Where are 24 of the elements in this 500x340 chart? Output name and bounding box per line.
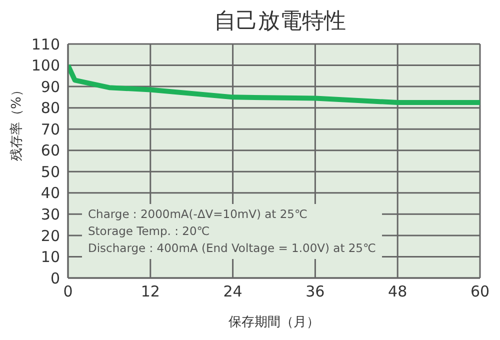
annotation: Charge : 2000mA(-ΔV=10mV) at 25℃ — [88, 206, 308, 223]
y-tick-label: 70 — [40, 120, 60, 138]
y-tick-label: 20 — [40, 226, 60, 245]
y-tick-label: 60 — [40, 142, 60, 160]
y-tick-label: 40 — [40, 184, 60, 202]
y-tick-label: 10 — [40, 248, 60, 266]
y-tick-label: 90 — [40, 78, 60, 96]
x-tick-label: 12 — [140, 282, 160, 301]
y-tick-label: 0 — [50, 269, 60, 288]
x-tick-label: 0 — [63, 282, 73, 301]
y-tick-label: 30 — [40, 206, 60, 224]
chart-title: 自己放電特性 — [213, 8, 347, 36]
x-tick-label: 24 — [223, 282, 242, 301]
y-axis-title: 残存率（%） — [8, 84, 25, 161]
annotation: Discharge : 400mA (End Voltage = 1.00V) at 25℃ — [88, 240, 376, 257]
x-tick-label: 48 — [388, 282, 408, 301]
y-tick-label: 100 — [31, 56, 60, 75]
x-tick-label: 36 — [306, 282, 325, 301]
x-tick-label: 60 — [470, 282, 490, 301]
y-tick-label: 50 — [40, 162, 60, 181]
x-axis-title: 保存期間（月） — [228, 315, 320, 330]
annotation: Storage Temp. : 20℃ — [88, 223, 211, 240]
y-tick-label: 110 — [31, 35, 60, 54]
y-tick-label: 80 — [40, 99, 60, 118]
